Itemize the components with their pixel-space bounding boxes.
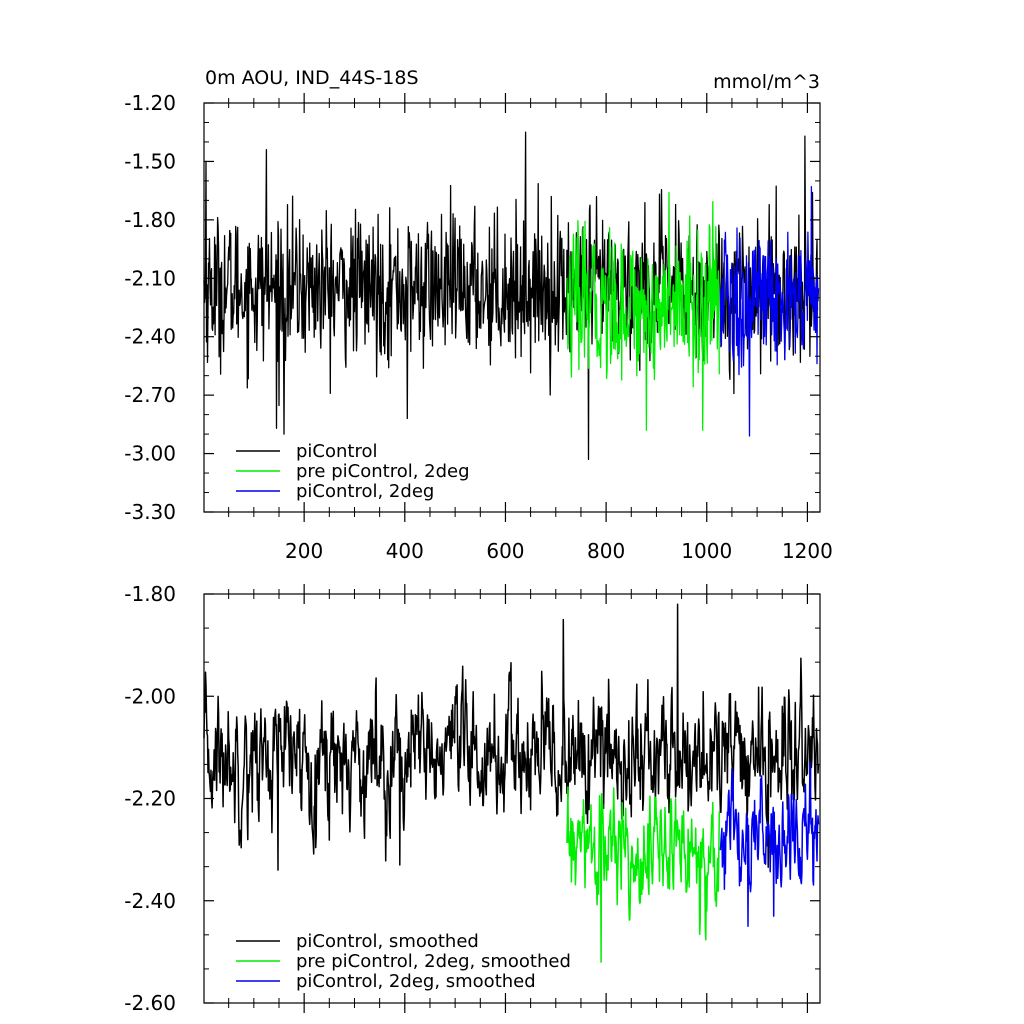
y-tick-label: -1.80: [124, 582, 176, 606]
x-tick-label: 1200: [782, 539, 833, 563]
bottom-panel: -1.80 -2.00 -2.20 -2.40 -2.60 piControl, smoo…: [124, 582, 821, 1015]
x-tick-label: 1000: [681, 539, 732, 563]
legend-label: pre piControl, 2deg: [296, 461, 470, 482]
y-tick-label: -2.00: [124, 684, 176, 708]
y-tick-label: -1.20: [124, 91, 176, 115]
series-line-top-1: [566, 191, 720, 431]
y-tick-label: -2.40: [124, 889, 176, 913]
series-line-top-2: [719, 186, 820, 437]
y-tick-label: -2.40: [124, 325, 176, 349]
series-line-top-0: [203, 131, 819, 461]
series-line-bottom-0: [203, 603, 820, 871]
series-line-bottom-1: [566, 786, 721, 963]
legend-label: piControl, 2deg: [296, 481, 434, 502]
x-tick-label: 600: [486, 539, 524, 563]
top-panel: 0m AOU, IND_44S-18S mmol/m^3 -1.20 -1.50 -…: [124, 67, 833, 563]
y-tick-label: -2.10: [124, 266, 176, 290]
legend-label: piControl, smoothed: [296, 931, 479, 952]
x-tick-label: 200: [285, 539, 323, 563]
y-tick-label: -3.30: [124, 500, 176, 524]
chart-title: 0m AOU, IND_44S-18S: [205, 67, 419, 89]
y-tick-label: -2.70: [124, 383, 176, 407]
y-tick-label: -3.00: [124, 442, 176, 466]
plot-frame: [203, 102, 821, 513]
x-tick-label: 800: [587, 539, 625, 563]
units-label: mmol/m^3: [713, 71, 820, 93]
y-tick-label: -2.20: [124, 787, 176, 811]
series-line-bottom-2: [719, 761, 820, 928]
y-tick-label: -2.60: [124, 991, 176, 1015]
y-tick-label: -1.80: [124, 208, 176, 232]
x-tick-label: 400: [386, 539, 424, 563]
legend-label: pre piControl, 2deg, smoothed: [296, 951, 571, 972]
legend-label: piControl, 2deg, smoothed: [296, 971, 536, 992]
y-tick-label: -1.50: [124, 149, 176, 173]
legend-label: piControl: [296, 441, 378, 462]
